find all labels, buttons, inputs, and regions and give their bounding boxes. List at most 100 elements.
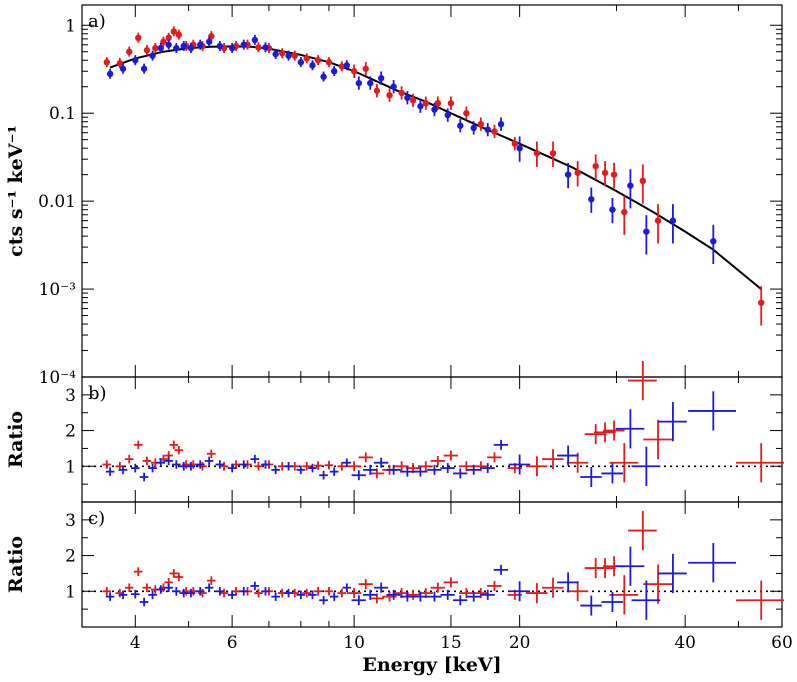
data-point-blue (118, 465, 128, 475)
data-point-red (430, 455, 445, 466)
x-tick-label: 4 (130, 633, 141, 653)
data-point-blue (171, 587, 181, 596)
data-point-blue (580, 595, 602, 616)
data-point-blue (105, 467, 115, 476)
data-point-red (422, 96, 429, 110)
data-point-blue (453, 468, 468, 479)
data-point-red (643, 419, 672, 460)
data-point-blue (373, 582, 389, 593)
data-point-red (533, 141, 541, 167)
data-point-blue (497, 117, 505, 131)
data-point-blue (444, 108, 451, 122)
x-tick-label: 60 (771, 633, 793, 653)
data-point-red (594, 422, 616, 443)
data-point-red (303, 53, 310, 64)
data-point-blue (466, 591, 481, 602)
data-point-blue (329, 592, 339, 601)
data-point-blue (342, 458, 352, 467)
data-point-blue (179, 462, 189, 471)
data-point-red (337, 588, 347, 598)
data-point-blue (470, 121, 477, 135)
data-point-red (362, 62, 369, 76)
data-point-red (170, 26, 178, 37)
data-point-red (566, 581, 589, 602)
data-point-red (394, 461, 409, 472)
data-point-blue (493, 564, 509, 575)
data-point-blue (351, 470, 366, 481)
data-point-blue (173, 42, 180, 53)
data-point-red (346, 461, 362, 472)
data-point-blue (179, 588, 189, 598)
data-point-blue (493, 439, 509, 450)
data-point-red (609, 575, 639, 615)
data-point-blue (669, 204, 677, 244)
data-point-blue (296, 590, 306, 600)
data-point-red (525, 583, 548, 604)
data-point-blue (440, 463, 455, 474)
data-point-blue (413, 591, 428, 602)
data-point-blue (130, 463, 140, 473)
data-point-blue (195, 460, 205, 469)
data-point-red (601, 161, 609, 187)
data-point-red (643, 564, 672, 604)
x-axis-title: Energy [keV] (362, 654, 501, 676)
data-point-red (337, 462, 347, 471)
y-axis-title: Ratio (5, 411, 27, 468)
data-point-blue (564, 162, 572, 189)
data-point-red (398, 86, 405, 100)
data-point-blue (658, 402, 687, 442)
y-tick-label: 2 (65, 422, 76, 442)
data-point-red (133, 567, 143, 576)
data-point-blue (119, 63, 127, 74)
data-point-blue (466, 464, 481, 475)
data-point-red (594, 558, 616, 579)
data-point-red (443, 450, 458, 461)
data-point-red (409, 93, 417, 108)
data-point-blue (165, 39, 172, 50)
data-point-blue (215, 587, 225, 596)
data-point-blue (204, 456, 214, 466)
data-point-red (487, 452, 502, 463)
data-point-red (639, 164, 647, 204)
data-point-blue (319, 470, 328, 480)
data-point-red (102, 460, 112, 469)
data-point-red (628, 510, 657, 551)
data-point-blue (205, 36, 213, 47)
data-point-red (463, 106, 470, 120)
x-tick-label: 20 (509, 633, 531, 653)
data-point-blue (227, 463, 237, 473)
data-point-blue (227, 590, 237, 600)
data-point-blue (658, 553, 687, 594)
data-point-blue (580, 467, 602, 487)
data-point-blue (688, 391, 737, 431)
data-point-red (219, 588, 229, 598)
data-point-red (491, 124, 498, 139)
data-point-red (142, 583, 152, 592)
panel-label: a) (88, 11, 106, 32)
panel-frame (81, 4, 783, 378)
data-point-blue (180, 40, 187, 51)
plot-layer: 1 0.1 0.01 10⁻³ 10⁻⁴ a) cts s⁻¹ keV⁻¹ 1 2 3 b) Rati… (5, 4, 793, 653)
data-point-blue (204, 583, 214, 592)
data-point-blue (309, 60, 316, 71)
data-point-blue (362, 464, 378, 475)
data-point-blue (457, 119, 464, 133)
data-point-red (511, 136, 519, 151)
data-point-blue (239, 587, 249, 596)
data-point-red (346, 588, 362, 599)
data-point-red (477, 117, 485, 131)
data-point-red (621, 195, 628, 235)
data-point-red (279, 48, 286, 59)
data-point-red (135, 32, 142, 43)
data-point-blue (130, 589, 140, 599)
data-point-blue (250, 454, 260, 464)
data-point-blue (480, 589, 495, 600)
data-point-blue (508, 454, 531, 475)
x-tick-label: 10 (343, 633, 365, 653)
data-point-red (525, 456, 548, 477)
data-point-blue (271, 465, 280, 475)
data-point-blue (413, 466, 428, 477)
data-point-red (103, 57, 110, 68)
data-point-blue (404, 91, 411, 105)
